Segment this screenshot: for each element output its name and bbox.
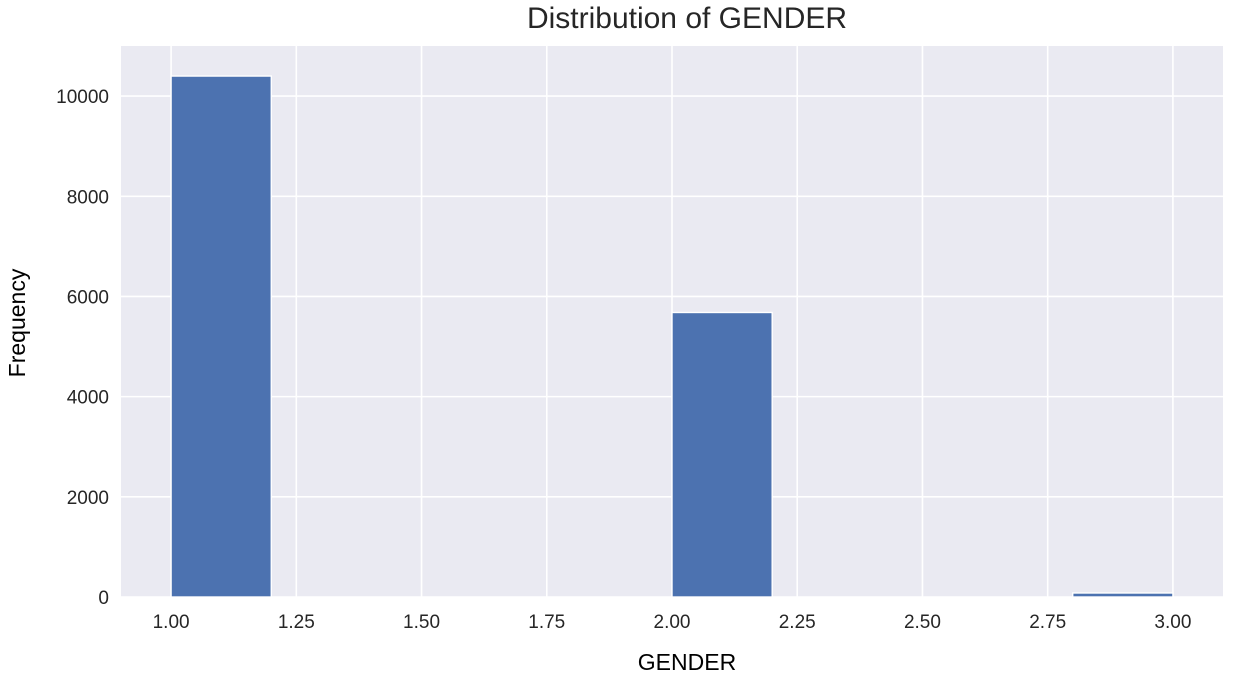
y-tick-label: 4000 <box>67 388 109 409</box>
x-tick-label: 1.00 <box>153 612 190 633</box>
chart-title: Distribution of GENDER <box>527 2 847 35</box>
x-tick-label: 2.00 <box>654 612 691 633</box>
histogram-bar <box>170 75 272 598</box>
histogram-bar <box>671 311 773 598</box>
y-tick-labels: 0 2000 4000 6000 8000 10000 <box>56 87 109 609</box>
x-tick-label: 2.25 <box>779 612 816 633</box>
y-tick-label: 0 <box>98 588 109 609</box>
x-tick-label: 1.75 <box>528 612 565 633</box>
x-tick-label: 1.25 <box>278 612 315 633</box>
y-tick-label: 8000 <box>67 187 109 208</box>
x-tick-label: 2.50 <box>904 612 941 633</box>
histogram-bar <box>1072 592 1174 598</box>
y-tick-label: 6000 <box>67 287 109 308</box>
x-tick-label: 1.50 <box>403 612 440 633</box>
y-tick-label: 10000 <box>56 87 109 108</box>
x-tick-label: 2.75 <box>1029 612 1066 633</box>
x-tick-labels: 1.00 1.25 1.50 1.75 2.00 2.25 2.50 2.75 3.00 <box>153 612 1192 633</box>
y-tick-label: 2000 <box>67 488 109 509</box>
bars <box>170 75 1174 598</box>
x-axis-label: GENDER <box>638 649 736 675</box>
y-axis-label: Frequency <box>4 268 30 377</box>
x-tick-label: 3.00 <box>1154 612 1191 633</box>
